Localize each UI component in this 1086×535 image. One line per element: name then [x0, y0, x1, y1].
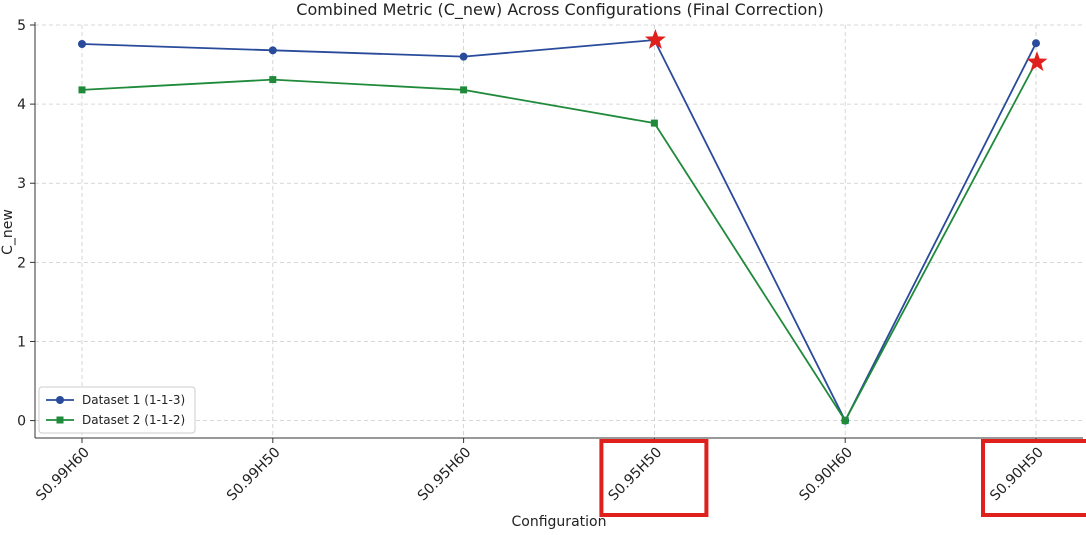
- data-point: [650, 119, 658, 127]
- x-tick-label: S0.90H60: [796, 445, 856, 505]
- annotations: [599, 29, 1086, 517]
- data-point: [459, 52, 468, 61]
- data-point: [841, 417, 849, 425]
- star-marker: [1026, 51, 1048, 72]
- y-tick-label: 0: [17, 414, 26, 430]
- y-axis-label: C_new: [0, 209, 16, 255]
- grid: [35, 24, 1083, 438]
- y-tick-label: 2: [17, 255, 26, 271]
- highlight-box: [981, 439, 1086, 517]
- data-point: [268, 46, 277, 55]
- x-tick-label: S0.90H50: [987, 445, 1047, 505]
- series-1: [78, 36, 1040, 425]
- chart-title: Combined Metric (C_new) Across Configura…: [296, 0, 823, 20]
- x-tick-label: S0.99H50: [224, 445, 284, 505]
- y-tick-label: 4: [17, 97, 26, 113]
- legend-label: Dataset 2 (1-1-2): [82, 413, 185, 427]
- x-axis-label: Configuration: [512, 514, 607, 530]
- y-tick-label: 5: [17, 18, 26, 34]
- x-tick-label: S0.95H60: [415, 445, 475, 505]
- data-point: [1032, 39, 1040, 48]
- series-layer: [78, 36, 1040, 425]
- legend-label: Dataset 1 (1-1-3): [82, 393, 185, 407]
- legend-marker: [56, 416, 64, 424]
- star-marker: [644, 29, 666, 49]
- data-point: [78, 39, 86, 48]
- data-point: [269, 76, 277, 84]
- series-2: [78, 58, 1040, 425]
- legend-box: [38, 386, 196, 434]
- legend-marker: [56, 396, 64, 404]
- data-point: [78, 86, 86, 94]
- data-point: [460, 86, 468, 94]
- y-tick-label: 3: [17, 176, 26, 192]
- x-tick-label: S0.95H50: [606, 445, 666, 505]
- x-tick-label: S0.99H60: [33, 445, 93, 505]
- y-tick-label: 1: [17, 334, 26, 350]
- highlight-box: [599, 439, 709, 517]
- legend: Dataset 1 (1-1-3) Dataset 2 (1-1-2): [38, 386, 196, 434]
- series-line: [81, 39, 1037, 423]
- series-line: [81, 61, 1037, 423]
